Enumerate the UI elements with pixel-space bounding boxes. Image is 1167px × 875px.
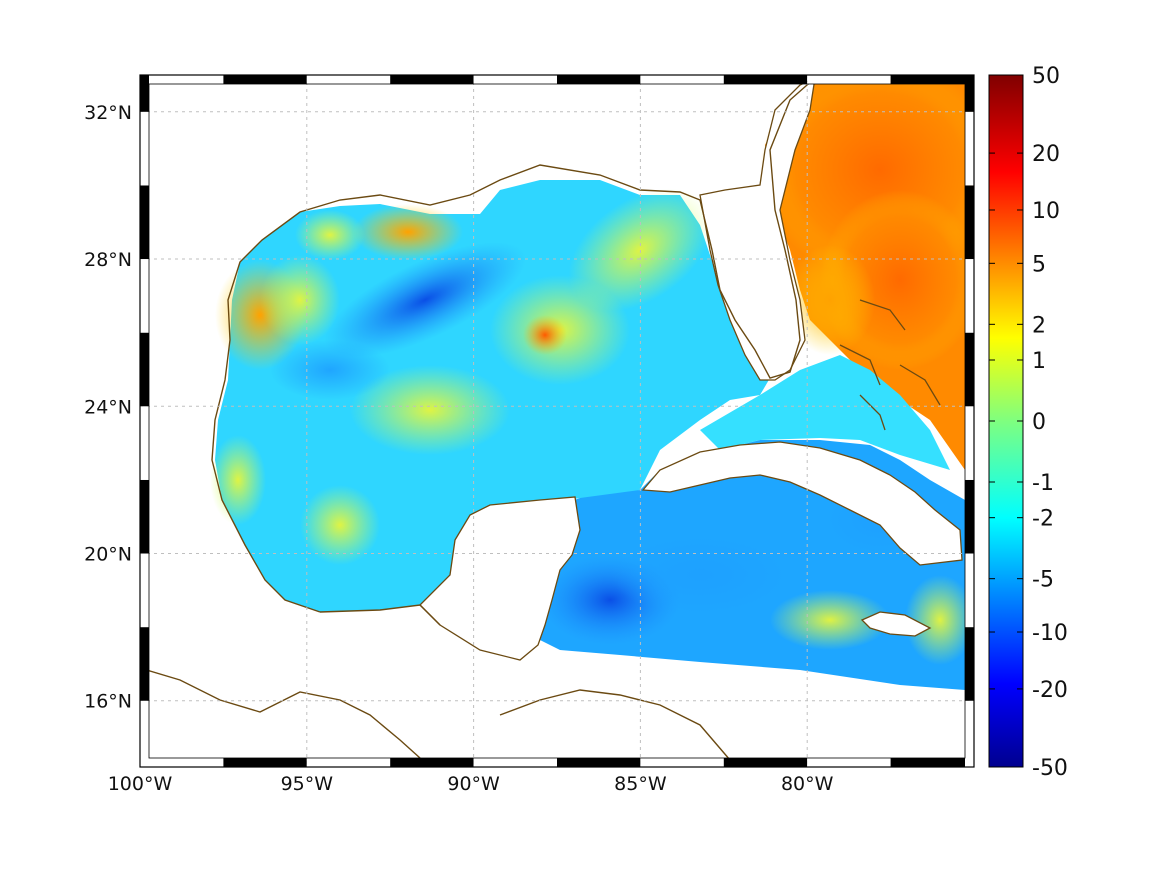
frame-segment: [140, 259, 149, 333]
frame-segment: [140, 479, 149, 554]
yucatan-coast: [319, 604, 441, 626]
frame-segment: [140, 75, 149, 112]
frame-segment: [640, 758, 724, 767]
frame-segment: [306, 75, 391, 84]
frame-segment: [890, 758, 974, 767]
colorbar-tick-label: 10: [1032, 199, 1060, 224]
frame-segment: [965, 700, 974, 767]
frame-inner-outline: [148, 83, 966, 759]
frame-segment: [557, 75, 641, 84]
frame-segment: [890, 75, 974, 84]
frame-segment: [140, 700, 149, 767]
colorbar-tick-label: -2: [1032, 507, 1054, 532]
latitude-axis: 16°N 20°N 24°N 28°N 32°N: [84, 102, 132, 713]
frame-segment: [723, 75, 808, 84]
lat-tick-label: 16°N: [84, 691, 132, 713]
frame-segment: [965, 332, 974, 407]
frame-segment: [473, 75, 557, 84]
frame-segment: [140, 406, 149, 480]
lat-tick-label: 28°N: [84, 249, 132, 271]
jamaica: [860, 611, 932, 637]
colorbar-tick-label: -10: [1032, 621, 1068, 646]
frame-segment: [390, 75, 474, 84]
colorbar-tick-label: 2: [1032, 313, 1046, 338]
colorbar-tick-label: -50: [1032, 756, 1068, 781]
frame-segment: [965, 406, 974, 480]
colorbar-tick-label: -1: [1032, 471, 1054, 496]
frame-segment: [140, 758, 224, 767]
lon-tick-label: 90°W: [447, 773, 500, 795]
longitude-axis: 100°W 95°W 90°W 85°W 80°W: [108, 773, 834, 795]
frame-segment: [965, 479, 974, 554]
lon-tick-label: 100°W: [108, 773, 173, 795]
frame-segment: [140, 332, 149, 407]
frame-segment: [640, 75, 724, 84]
colorbar-tick-label: 50: [1032, 64, 1060, 89]
frame-segment: [965, 75, 974, 112]
frame-segment: [390, 758, 474, 767]
colorbar-tick-label: -5: [1032, 568, 1054, 593]
coastline: [140, 77, 816, 767]
cuba: [641, 441, 963, 566]
frame-segment: [965, 185, 974, 260]
colorbar-tick-label: 20: [1032, 142, 1060, 167]
lat-tick-label: 32°N: [84, 102, 132, 124]
frame-segment: [473, 758, 557, 767]
frame-segment: [140, 627, 149, 701]
ocean-field: [210, 75, 974, 690]
frame-segment: [965, 111, 974, 186]
frame-segment: [965, 553, 974, 628]
lat-tick-label: 20°N: [84, 544, 132, 566]
map-frame: [139, 74, 975, 768]
frame-segment: [965, 627, 974, 701]
central-america-coast: [499, 689, 731, 761]
lon-tick-label: 85°W: [614, 773, 667, 795]
bahamas: [839, 299, 941, 431]
frame-segment: [140, 111, 149, 186]
mexico-south-coast: [140, 667, 431, 767]
florida-peninsula: [699, 76, 816, 381]
frame-segment: [965, 259, 974, 333]
frame-segment: [807, 758, 891, 767]
colorbar-tick-label: 0: [1032, 410, 1046, 435]
straits-field: [700, 355, 950, 470]
gulf-coastline: [211, 77, 816, 613]
frame-segment: [140, 75, 224, 84]
frame-segment: [140, 553, 149, 628]
grid: [140, 75, 974, 767]
lon-tick-label: 95°W: [281, 773, 334, 795]
lat-tick-label: 24°N: [84, 396, 132, 418]
colorbar-tick-label: -20: [1032, 678, 1068, 703]
frame-outline: [139, 74, 975, 768]
frame-segment: [140, 185, 149, 260]
frame-segment: [807, 75, 891, 84]
lon-tick-label: 80°W: [781, 773, 834, 795]
land: [419, 76, 963, 661]
colorbar-tick-label: 5: [1032, 252, 1046, 277]
frame-segment: [557, 758, 641, 767]
colorbar-tick-label: 1: [1032, 349, 1046, 374]
frame-segment: [223, 758, 307, 767]
frame-segment: [223, 75, 307, 84]
frame-segment: [306, 758, 391, 767]
frame-segment: [723, 758, 808, 767]
